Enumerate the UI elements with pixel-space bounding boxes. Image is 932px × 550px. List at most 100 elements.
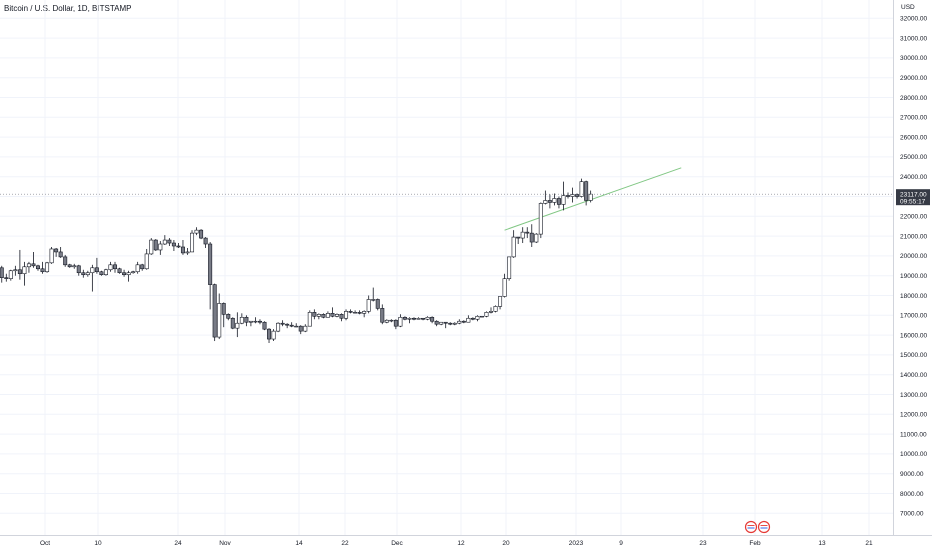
candle[interactable]: [153, 239, 158, 251]
candle[interactable]: [276, 322, 281, 333]
candle[interactable]: [561, 181, 566, 211]
candle[interactable]: [99, 270, 104, 276]
candle[interactable]: [0, 265, 4, 283]
candle[interactable]: [158, 241, 163, 255]
us-flag-icon[interactable]: [757, 520, 771, 534]
candle[interactable]: [461, 320, 466, 324]
candle[interactable]: [362, 310, 367, 318]
candle[interactable]: [131, 270, 136, 274]
candle[interactable]: [194, 227, 199, 236]
candle[interactable]: [556, 196, 561, 209]
candle[interactable]: [72, 263, 77, 269]
candle[interactable]: [543, 190, 548, 205]
candle[interactable]: [113, 261, 118, 273]
candle[interactable]: [40, 261, 45, 274]
candle[interactable]: [407, 317, 412, 324]
candle[interactable]: [294, 323, 299, 328]
candle[interactable]: [94, 257, 99, 274]
candle[interactable]: [325, 311, 330, 318]
candle[interactable]: [389, 319, 394, 323]
candle[interactable]: [117, 267, 122, 274]
candle[interactable]: [375, 298, 380, 311]
candle[interactable]: [248, 320, 253, 327]
candle[interactable]: [588, 190, 593, 203]
candle[interactable]: [171, 240, 176, 251]
candle[interactable]: [511, 230, 516, 258]
candle[interactable]: [470, 317, 475, 321]
candle[interactable]: [289, 322, 294, 328]
candle[interactable]: [45, 261, 50, 273]
candle[interactable]: [334, 313, 339, 318]
candle[interactable]: [570, 187, 575, 203]
candle[interactable]: [230, 317, 235, 330]
candle[interactable]: [552, 193, 557, 206]
candle[interactable]: [13, 265, 18, 276]
candle[interactable]: [49, 246, 54, 264]
candle[interactable]: [253, 317, 258, 324]
candle[interactable]: [430, 316, 435, 324]
candle[interactable]: [31, 251, 36, 268]
candle[interactable]: [76, 264, 81, 276]
candle[interactable]: [257, 319, 262, 325]
candle[interactable]: [239, 313, 244, 325]
candle[interactable]: [108, 261, 113, 272]
candle[interactable]: [85, 270, 90, 277]
candle[interactable]: [579, 178, 584, 198]
candle[interactable]: [416, 317, 421, 320]
candle[interactable]: [203, 237, 208, 248]
candle[interactable]: [348, 309, 353, 314]
candle[interactable]: [144, 248, 149, 270]
candle[interactable]: [212, 283, 217, 342]
candle[interactable]: [425, 316, 430, 321]
candle[interactable]: [285, 323, 290, 329]
candle[interactable]: [307, 310, 312, 327]
candle[interactable]: [135, 261, 140, 274]
candle[interactable]: [357, 310, 362, 315]
candle[interactable]: [22, 261, 27, 286]
candle[interactable]: [371, 287, 376, 302]
candle[interactable]: [312, 309, 317, 320]
candle[interactable]: [507, 256, 512, 281]
candle[interactable]: [384, 319, 389, 324]
candle[interactable]: [303, 324, 308, 333]
candle[interactable]: [484, 311, 489, 318]
candle[interactable]: [566, 192, 571, 199]
candle[interactable]: [479, 315, 484, 318]
trendline-segment[interactable]: [504, 167, 682, 231]
trendline[interactable]: [504, 167, 682, 231]
candle[interactable]: [63, 254, 68, 267]
candle[interactable]: [140, 263, 145, 271]
candle[interactable]: [58, 246, 63, 258]
candle[interactable]: [185, 247, 190, 255]
candle[interactable]: [498, 296, 503, 310]
candle[interactable]: [452, 322, 457, 326]
candle[interactable]: [575, 193, 580, 199]
candle[interactable]: [398, 314, 403, 328]
candle[interactable]: [180, 240, 185, 255]
candle[interactable]: [280, 320, 285, 327]
candle[interactable]: [344, 309, 349, 321]
candle[interactable]: [267, 328, 272, 344]
candle[interactable]: [217, 293, 222, 340]
candle[interactable]: [402, 316, 407, 321]
candle[interactable]: [190, 230, 195, 253]
candle[interactable]: [516, 236, 521, 245]
candle[interactable]: [81, 269, 86, 278]
candle[interactable]: [235, 312, 240, 338]
candle[interactable]: [321, 313, 326, 319]
candle[interactable]: [434, 320, 439, 327]
candle[interactable]: [226, 313, 231, 321]
candle[interactable]: [525, 227, 530, 239]
candle[interactable]: [126, 270, 131, 282]
candle[interactable]: [17, 249, 22, 280]
candle[interactable]: [8, 269, 13, 281]
candle[interactable]: [457, 319, 462, 325]
candle[interactable]: [54, 247, 59, 257]
candle[interactable]: [520, 227, 525, 244]
candle[interactable]: [176, 243, 181, 248]
candle[interactable]: [149, 238, 154, 255]
candle[interactable]: [411, 317, 416, 321]
candle[interactable]: [353, 310, 358, 314]
candle[interactable]: [448, 322, 453, 326]
